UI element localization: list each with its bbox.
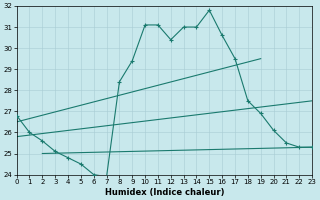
X-axis label: Humidex (Indice chaleur): Humidex (Indice chaleur) [105,188,224,197]
